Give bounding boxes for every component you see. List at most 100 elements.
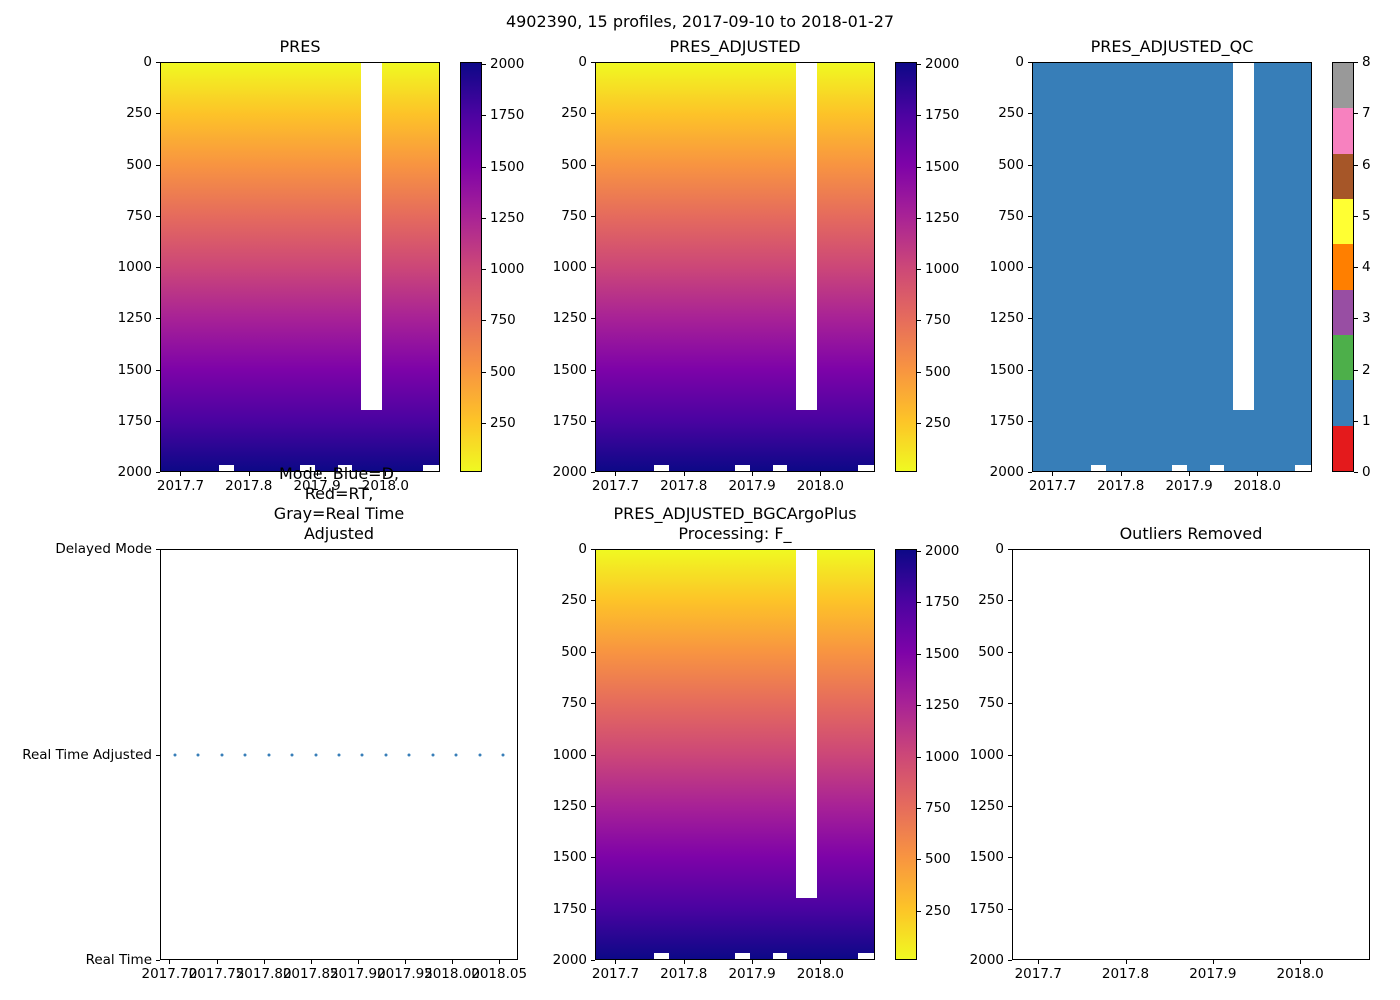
profile-mode-dot — [360, 753, 364, 756]
y-tick-label: 0 — [578, 541, 587, 557]
colorbar-tick-label: 1250 — [925, 209, 960, 226]
y-tick — [591, 908, 595, 910]
colorbar-tick-label: 250 — [490, 414, 516, 431]
y-tick-label: 1500 — [969, 849, 1004, 866]
y-tick — [591, 62, 595, 63]
y-tick — [1028, 318, 1032, 320]
x-tick-label: 2018.05 — [471, 966, 528, 982]
y-tick — [156, 369, 160, 371]
x-tick — [1120, 472, 1122, 476]
x-tick — [683, 472, 685, 476]
x-tick — [1212, 960, 1214, 964]
colorbar-segment — [1333, 425, 1353, 471]
y-tick — [591, 369, 595, 371]
y-tick — [591, 472, 595, 473]
outliers-removed-plot — [1012, 549, 1370, 960]
x-tick-label: 2017.8 — [660, 966, 708, 982]
y-tick-label: 500 — [126, 156, 152, 173]
x-tick — [752, 472, 754, 476]
missing-data-notch — [1172, 464, 1187, 471]
colorbar-tick — [482, 371, 486, 373]
colorbar-tick-label: 7 — [1362, 105, 1371, 122]
colorbar-segment — [1333, 108, 1353, 154]
x-tick-label: 2017.7 — [591, 966, 640, 982]
y-tick-label: 1750 — [117, 412, 152, 429]
y-category-label: Real Time — [85, 952, 152, 968]
x-tick — [615, 472, 617, 476]
y-tick-label: 750 — [978, 695, 1004, 712]
y-tick-label: 1250 — [117, 310, 152, 327]
pres-colorbar: 250 500 750 1000 1250 1500 1750 2000 — [460, 56, 524, 472]
y-tick — [156, 549, 160, 550]
x-tick-label: 2018.0 — [361, 478, 409, 494]
y-tick — [156, 960, 160, 961]
qc-colorbar: 0 1 2 3 4 5 6 7 8 — [1332, 54, 1371, 480]
x-tick — [248, 472, 250, 476]
y-tick — [1028, 472, 1032, 473]
x-tick — [1125, 960, 1127, 964]
x-tick — [683, 960, 685, 964]
missing-data-notch — [337, 464, 352, 471]
y-tick — [156, 62, 160, 63]
y-tick-label: 1250 — [969, 797, 1004, 814]
y-tick-label: 250 — [561, 105, 587, 122]
missing-data-notch — [735, 464, 750, 471]
y-tick — [156, 754, 160, 756]
y-tick — [156, 215, 160, 217]
pres-adjusted-bgc-heatmap — [595, 549, 875, 960]
colorbar-tick — [917, 602, 921, 604]
colorbar-tick — [482, 217, 486, 219]
colorbar-segment — [1333, 153, 1353, 200]
colorbar-tick-label: 2000 — [925, 56, 960, 73]
colorbar-tick — [917, 551, 921, 553]
colorbar-tick-label: 1250 — [925, 697, 960, 714]
profile-mode-dot — [173, 753, 177, 756]
y-category-label: Delayed Mode — [55, 541, 152, 557]
y-tick — [591, 164, 595, 166]
x-tick-label: 2017.7 — [156, 478, 205, 494]
colorbar-tick — [917, 653, 921, 655]
x-tick-label: 2017.7 — [1014, 966, 1062, 982]
y-tick-label: 2000 — [989, 464, 1024, 480]
missing-data-notch — [1295, 464, 1311, 471]
x-tick-label: 2017.90 — [329, 966, 386, 982]
bgc-colorbar-gradient — [895, 549, 917, 960]
subplot-outliers-removed-title: Outliers Removed — [1119, 524, 1263, 543]
subplot-mode: Mode. Blue=D, Red=RT, Gray=Real Time Adj… — [22, 464, 527, 982]
y-tick — [1008, 754, 1012, 756]
y-tick — [591, 215, 595, 217]
missing-data-notch — [735, 952, 750, 959]
subplot-pres-adjusted-bgc: PRES_ADJUSTED_BGCArgoPlus Processing: F_… — [553, 504, 960, 982]
subplot-pres-adjusted-bgc-title: PRES_ADJUSTED_BGCArgoPlus Processing: F_ — [613, 504, 857, 543]
x-tick-label: 2017.95 — [377, 966, 433, 982]
y-tick — [591, 267, 595, 268]
y-tick-label: 0 — [143, 54, 152, 70]
x-tick-label: 2018.00 — [424, 966, 480, 982]
colorbar-tick — [482, 115, 486, 117]
colorbar-tick — [917, 859, 921, 861]
profile-mode-dot — [407, 753, 411, 756]
missing-data-band — [796, 63, 818, 410]
bgc-colorbar: 250 500 750 1000 1250 1500 1750 2000 — [895, 543, 959, 960]
colorbar-tick — [482, 422, 486, 424]
subplot-pres-adjusted-title: PRES_ADJUSTED — [669, 37, 801, 56]
x-tick-label: 2017.7 — [1028, 478, 1077, 494]
missing-data-notch — [772, 952, 787, 959]
y-tick — [156, 113, 160, 115]
profile-mode-dot — [337, 753, 341, 756]
colorbar-tick-label: 500 — [925, 363, 951, 380]
colorbar-tick — [917, 422, 921, 424]
colorbar-tick — [917, 910, 921, 912]
x-tick-label: 2018.0 — [1276, 966, 1324, 982]
x-tick-label: 2017.9 — [1165, 478, 1213, 494]
pres-adjusted-qc-heatmap — [1032, 62, 1312, 472]
x-tick — [820, 960, 822, 964]
colorbar-segment — [1333, 199, 1353, 245]
colorbar-tick — [1354, 369, 1358, 371]
y-tick — [1008, 908, 1012, 910]
y-tick — [1028, 369, 1032, 371]
pres-adjusted-heatmap — [595, 62, 875, 472]
subplot-pres-adjusted: PRES_ADJUSTED 0 250 500 750 1000 1250 1500 1750… — [553, 37, 960, 494]
colorbar-tick — [917, 217, 921, 219]
profile-mode-dot — [501, 753, 505, 756]
